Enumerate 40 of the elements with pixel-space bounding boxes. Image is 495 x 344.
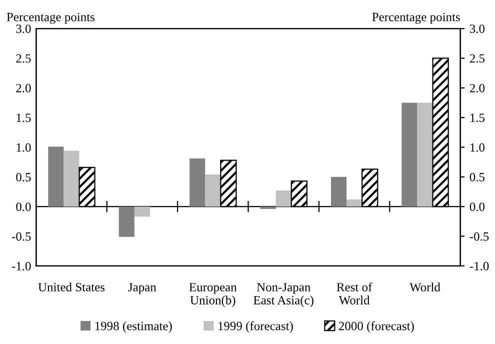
y-tick-label: 3.0 <box>16 24 31 34</box>
y-axis-title: Percentage points <box>6 12 94 24</box>
legend-label: 1999 (forecast) <box>218 321 293 333</box>
bar <box>402 102 418 207</box>
bar <box>205 174 221 207</box>
y-tick-label: 0.5 <box>16 172 31 182</box>
y-tick-label: -0.5 <box>12 232 31 241</box>
y2-tick-label: 1.5 <box>470 114 485 122</box>
y2-tick-label: 0.5 <box>470 172 485 182</box>
x-tick-label: European Union(b) <box>189 283 237 307</box>
legend-label: 2000 (forecast) <box>338 321 414 333</box>
x-tick-label: World <box>410 282 440 292</box>
y2-tick-label: 0.0 <box>470 202 485 212</box>
bar <box>417 102 433 207</box>
x-tick-label: United States <box>38 282 105 292</box>
y2-tick-label: -0.5 <box>470 232 489 241</box>
bar <box>330 176 347 207</box>
y-tick-label: 0.0 <box>16 202 31 212</box>
y-tick-label: 2.0 <box>16 84 31 92</box>
y-tick-label: 2.5 <box>16 54 31 63</box>
y2-tick-label: 2.5 <box>470 54 485 63</box>
bar <box>346 199 362 207</box>
bar <box>134 206 150 217</box>
bar <box>118 206 134 237</box>
y2-tick-label: 3.0 <box>470 24 485 34</box>
y-tick-label: -1.0 <box>12 262 31 270</box>
bar <box>64 150 80 207</box>
bar <box>276 190 292 207</box>
y-tick-label: 1.0 <box>16 143 31 152</box>
y2-tick-label: 2.0 <box>470 84 485 92</box>
y-tick-label: 1.5 <box>16 114 31 122</box>
y2-tick-label: -1.0 <box>470 262 489 270</box>
y2-tick-label: 1.0 <box>470 143 485 152</box>
bar <box>190 158 206 207</box>
legend-label: 1998 (estimate) <box>95 321 172 333</box>
y2-axis-title: Percentage points <box>372 12 460 24</box>
x-tick-label: Japan <box>128 283 156 294</box>
bar <box>48 146 64 207</box>
x-tick-label: Non-Japan East Asia(c) <box>254 283 314 307</box>
x-tick-label: Rest of World <box>336 282 372 305</box>
